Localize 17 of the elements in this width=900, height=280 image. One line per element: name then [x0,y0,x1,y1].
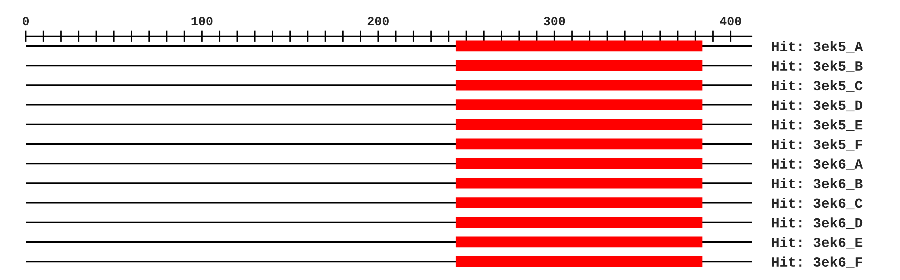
y-tick-label: Hit: 3ek5_D [772,100,863,112]
y-tick-label: Hit: 3ek5_E [772,120,863,132]
y-tick-label: Hit: 3ek5_F [772,139,862,151]
y-tick-label: Hit: 3ek5_B [772,60,863,72]
x-tick-label: 200 [368,17,389,26]
y-tick-label: Hit: 3ek6_B [772,178,863,190]
y-tick-label: Hit: 3ek6_D [772,218,863,230]
y-tick-label: Hit: 3ek5_A [772,41,864,53]
y-tick-label: Hit: 3ek6_F [772,256,862,268]
y-tick-label: Hit: 3ek5_C [772,80,863,92]
y-tick-label: Hit: 3ek6_A [772,158,864,170]
x-tick-label: 300 [544,17,566,26]
y-tick-label: Hit: 3ek6_C [772,198,863,210]
x-tick-label: 100 [192,17,213,26]
y-tick-label: Hit: 3ek6_E [772,237,863,249]
x-tick-label: 400 [720,17,742,26]
x-tick-label: 0 [22,17,30,26]
